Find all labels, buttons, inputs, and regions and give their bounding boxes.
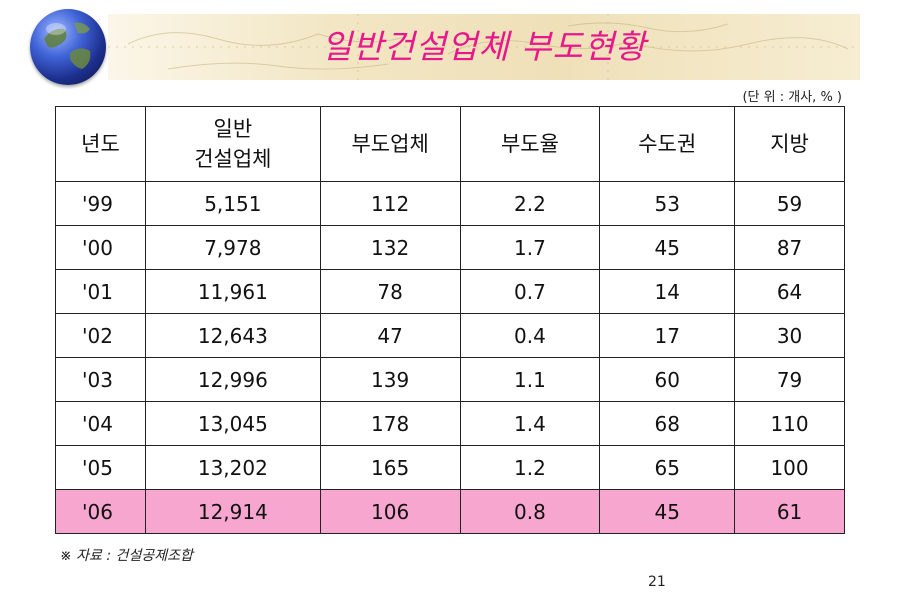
cell-capital: 45 xyxy=(599,489,736,534)
header-general-contractors: 일반 건설업체 xyxy=(144,106,321,182)
cell-regional: 30 xyxy=(734,313,845,358)
cell-regional: 64 xyxy=(734,269,845,314)
cell-rate: 2.2 xyxy=(459,181,601,226)
table-row: '00 7,978 132 1.7 45 87 xyxy=(55,225,845,270)
cell-general: 12,914 xyxy=(144,489,321,534)
table-row: '02 12,643 47 0.4 17 30 xyxy=(55,313,845,358)
cell-bankrupt: 106 xyxy=(319,489,461,534)
cell-general: 13,045 xyxy=(144,401,321,446)
cell-capital: 60 xyxy=(599,357,736,402)
cell-capital: 45 xyxy=(599,225,736,270)
header-banner xyxy=(108,14,860,80)
cell-rate: 0.7 xyxy=(459,269,601,314)
cell-general: 13,202 xyxy=(144,445,321,490)
bankruptcy-table: 년도 일반 건설업체 부도업체 부도율 수도권 지방 '99 5,151 112… xyxy=(55,106,845,534)
unit-note: (단 위 : 개사, % ) xyxy=(742,90,842,105)
cell-rate: 1.2 xyxy=(459,445,601,490)
cell-bankrupt: 139 xyxy=(319,357,461,402)
cell-year: '03 xyxy=(55,357,146,402)
cell-rate: 0.8 xyxy=(459,489,601,534)
cell-regional: 110 xyxy=(734,401,845,446)
cell-regional: 59 xyxy=(734,181,845,226)
cell-rate: 0.4 xyxy=(459,313,601,358)
cell-general: 7,978 xyxy=(144,225,321,270)
cell-year: '06 xyxy=(55,489,146,534)
header-year: 년도 xyxy=(55,106,146,182)
cell-year: '01 xyxy=(55,269,146,314)
cell-bankrupt: 178 xyxy=(319,401,461,446)
cell-general: 12,996 xyxy=(144,357,321,402)
table-row: '03 12,996 139 1.1 60 79 xyxy=(55,357,845,402)
header-capital-area: 수도권 xyxy=(599,106,736,182)
page-title: 일반건설업체 부도현황 xyxy=(321,27,647,66)
table-row: '99 5,151 112 2.2 53 59 xyxy=(55,181,845,226)
header-regional: 지방 xyxy=(734,106,845,182)
cell-year: '00 xyxy=(55,225,146,270)
cell-regional: 79 xyxy=(734,357,845,402)
table-row: '05 13,202 165 1.2 65 100 xyxy=(55,445,845,490)
cell-general: 12,643 xyxy=(144,313,321,358)
cell-bankrupt: 165 xyxy=(319,445,461,490)
cell-capital: 68 xyxy=(599,401,736,446)
globe-icon xyxy=(30,9,106,85)
table-row: '04 13,045 178 1.4 68 110 xyxy=(55,401,845,446)
cell-rate: 1.7 xyxy=(459,225,601,270)
cell-bankrupt: 78 xyxy=(319,269,461,314)
page-number: 21 xyxy=(648,574,666,590)
cell-capital: 17 xyxy=(599,313,736,358)
cell-year: '04 xyxy=(55,401,146,446)
cell-year: '02 xyxy=(55,313,146,358)
cell-capital: 14 xyxy=(599,269,736,314)
cell-bankrupt: 47 xyxy=(319,313,461,358)
cell-regional: 100 xyxy=(734,445,845,490)
cell-regional: 87 xyxy=(734,225,845,270)
cell-general: 5,151 xyxy=(144,181,321,226)
cell-bankrupt: 112 xyxy=(319,181,461,226)
table-row-highlighted: '06 12,914 106 0.8 45 61 xyxy=(55,489,845,534)
cell-capital: 65 xyxy=(599,445,736,490)
map-texture xyxy=(108,14,860,80)
table-header-row: 년도 일반 건설업체 부도업체 부도율 수도권 지방 xyxy=(55,106,845,182)
cell-regional: 61 xyxy=(734,489,845,534)
cell-rate: 1.4 xyxy=(459,401,601,446)
source-note: ※ 자료 : 건설공제조합 xyxy=(60,548,193,564)
cell-rate: 1.1 xyxy=(459,357,601,402)
header-bankruptcy-rate: 부도율 xyxy=(459,106,601,182)
cell-year: '05 xyxy=(55,445,146,490)
table-row: '01 11,961 78 0.7 14 64 xyxy=(55,269,845,314)
cell-general: 11,961 xyxy=(144,269,321,314)
cell-bankrupt: 132 xyxy=(319,225,461,270)
cell-capital: 53 xyxy=(599,181,736,226)
header-bankrupt-companies: 부도업체 xyxy=(319,106,461,182)
cell-year: '99 xyxy=(55,181,146,226)
